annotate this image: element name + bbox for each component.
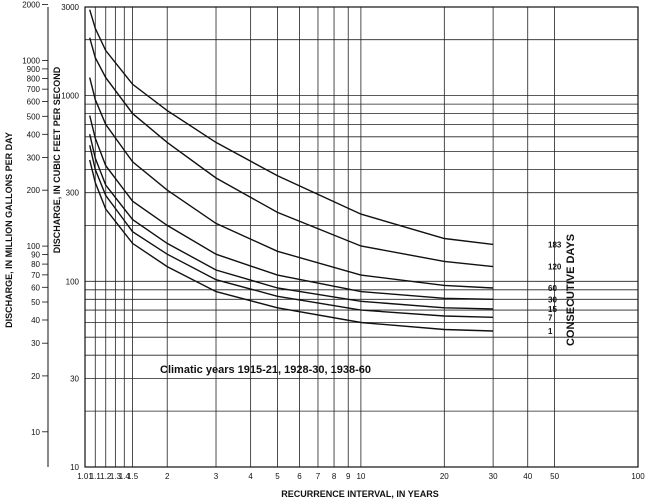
cfs-tick-label: 3000 xyxy=(61,3,79,12)
x-axis-label: RECURRENCE INTERVAL, IN YEARS xyxy=(281,489,439,499)
x-tick-label: 1.3 xyxy=(110,472,122,481)
mgd-tick-label: 70 xyxy=(31,271,40,280)
mgd-tick-label: 800 xyxy=(27,74,41,83)
mgd-tick-label: 700 xyxy=(27,85,41,94)
cfs-tick-label: 30 xyxy=(70,374,79,383)
curve-60-days xyxy=(89,77,494,289)
curve-30-days xyxy=(89,115,494,300)
consecutive-days-label: CONSECUTIVE DAYS xyxy=(565,234,577,346)
curve-183-days xyxy=(89,9,494,246)
series-label-15: 15 xyxy=(548,305,557,314)
mgd-tick-label: 60 xyxy=(31,283,40,292)
curve-120-days xyxy=(89,37,494,268)
x-tick-label: 9 xyxy=(346,472,351,481)
mgd-tick-label: 200 xyxy=(27,186,41,195)
x-tick-label: 20 xyxy=(440,472,449,481)
x-tick-label: 2 xyxy=(165,472,170,481)
mgd-tick-label: 40 xyxy=(31,316,40,325)
mgd-tick-label: 1000 xyxy=(22,56,40,65)
series-label-1: 1 xyxy=(548,327,553,336)
cfs-tick-label: 10 xyxy=(70,463,79,472)
curves xyxy=(89,9,494,332)
curve-15-days xyxy=(89,134,494,310)
mgd-tick-label: 90 xyxy=(31,251,40,260)
mgd-tick-label: 300 xyxy=(27,153,41,162)
plot-frame xyxy=(84,6,639,468)
y-axis-label-cfs: DISCHARGE, IN CUBIC FEET PER SECOND xyxy=(52,66,62,253)
x-tick-label: 1.5 xyxy=(127,472,139,481)
mgd-tick-label: 100 xyxy=(27,242,41,251)
curve-7-days xyxy=(89,145,494,318)
curve-1-days xyxy=(89,159,494,332)
mgd-tick-label: 50 xyxy=(31,298,40,307)
mgd-tick-label: 2000 xyxy=(22,0,40,9)
series-label-30: 30 xyxy=(548,295,557,304)
mgd-tick-label: 20 xyxy=(31,372,40,381)
series-label-60: 60 xyxy=(548,284,557,293)
x-tick-label: 30 xyxy=(489,472,498,481)
mgd-tick-label: 600 xyxy=(27,98,41,107)
x-tick-label: 3 xyxy=(214,472,219,481)
mgd-tick-label: 10 xyxy=(31,428,40,437)
x-axis-ticks: 1.011.1 1.21.31.41.5 2 3 4 5 6 7 8 9 10 20 30 40 50 100 xyxy=(77,472,645,481)
x-tick-label: 10 xyxy=(356,472,365,481)
x-tick-label: 8 xyxy=(332,472,337,481)
x-tick-label: 40 xyxy=(523,472,532,481)
mgd-tick-label: 500 xyxy=(27,112,41,121)
cfs-tick-label: 1000 xyxy=(61,92,79,101)
x-tick-label: 7 xyxy=(316,472,321,481)
x-tick-label: 50 xyxy=(550,472,559,481)
x-tick-label: 100 xyxy=(631,472,645,481)
cfs-axis-ticks: 3000 1000 300 100 30 10 xyxy=(61,3,79,472)
series-label-120: 120 xyxy=(548,263,562,272)
x-tick-label: 1.2 xyxy=(100,472,112,481)
x-tick-label: 1.01 xyxy=(77,472,93,481)
x-tick-label: 5 xyxy=(275,472,280,481)
cfs-tick-label: 100 xyxy=(66,277,80,286)
cfs-tick-label: 300 xyxy=(66,189,80,198)
x-tick-label: 4 xyxy=(248,472,253,481)
mgd-tick-label: 80 xyxy=(31,260,40,269)
y-axis-label-mgd: DISCHARGE, IN MILLION GALLONS PER DAY xyxy=(4,132,14,328)
series-label-7: 7 xyxy=(548,313,553,322)
mgd-tick-label: 400 xyxy=(27,130,41,139)
gridlines xyxy=(84,6,639,468)
x-tick-label: 1.4 xyxy=(119,472,131,481)
x-tick-label: 1.1 xyxy=(90,472,102,481)
climatic-years-annotation: Climatic years 1915-21, 1928-30, 1938-60 xyxy=(160,364,371,376)
mgd-tick-label: 900 xyxy=(27,65,41,74)
x-tick-label: 6 xyxy=(297,472,302,481)
mgd-tick-label: 30 xyxy=(31,339,40,348)
series-label-183: 183 xyxy=(548,240,562,249)
